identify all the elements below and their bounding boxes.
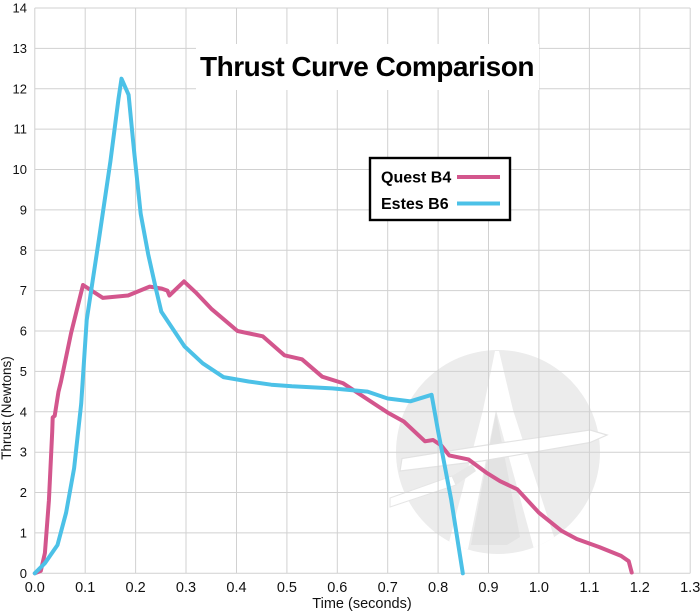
- svg-text:7: 7: [20, 283, 27, 298]
- svg-text:0.6: 0.6: [327, 580, 347, 596]
- svg-text:0.9: 0.9: [478, 580, 498, 596]
- svg-text:1.0: 1.0: [529, 580, 549, 596]
- svg-text:0.8: 0.8: [428, 580, 448, 596]
- svg-text:1.3: 1.3: [680, 580, 700, 596]
- svg-text:Quest B4: Quest B4: [381, 170, 451, 187]
- svg-text:Thrust (Newtons): Thrust (Newtons): [0, 356, 14, 460]
- svg-text:5: 5: [20, 364, 27, 379]
- svg-text:Time (seconds): Time (seconds): [312, 596, 411, 612]
- svg-text:11: 11: [14, 122, 28, 137]
- svg-text:1: 1: [20, 525, 27, 540]
- svg-text:Estes B6: Estes B6: [381, 196, 449, 213]
- svg-text:8: 8: [20, 243, 27, 258]
- svg-text:0.7: 0.7: [378, 580, 398, 596]
- svg-text:Thrust Curve Comparison: Thrust Curve Comparison: [200, 51, 534, 82]
- svg-text:0.2: 0.2: [126, 580, 146, 596]
- svg-text:0.4: 0.4: [226, 580, 246, 596]
- svg-text:2: 2: [20, 485, 27, 500]
- svg-text:0.3: 0.3: [176, 580, 196, 596]
- svg-text:0: 0: [20, 566, 27, 581]
- svg-text:3: 3: [20, 445, 27, 460]
- svg-text:13: 13: [13, 41, 27, 56]
- svg-text:0.1: 0.1: [75, 580, 95, 596]
- svg-text:0.5: 0.5: [277, 580, 297, 596]
- svg-text:1.2: 1.2: [630, 580, 650, 596]
- svg-text:1.1: 1.1: [579, 580, 599, 596]
- svg-text:14: 14: [13, 1, 27, 16]
- svg-text:0.0: 0.0: [25, 580, 45, 596]
- svg-text:12: 12: [13, 81, 27, 96]
- svg-text:6: 6: [20, 324, 27, 339]
- svg-text:10: 10: [13, 162, 27, 177]
- svg-text:9: 9: [20, 202, 27, 217]
- svg-text:4: 4: [20, 404, 27, 419]
